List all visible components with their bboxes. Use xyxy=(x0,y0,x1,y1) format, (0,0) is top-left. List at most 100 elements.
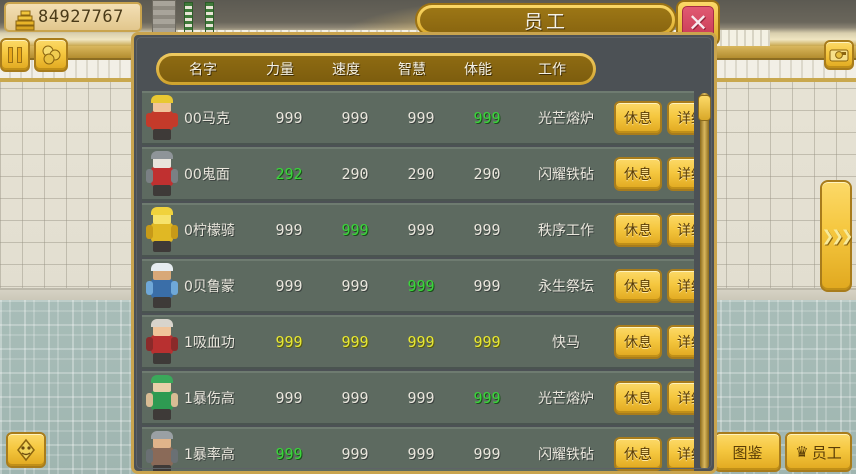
stat-strength: 999 xyxy=(275,221,303,239)
table-row[interactable]: 1吸血功 999 999 999 999 快马 休息详细 xyxy=(142,315,694,369)
detail-button[interactable]: 详细 xyxy=(667,157,694,191)
stat-speed: 999 xyxy=(341,221,369,239)
table-row[interactable]: 00马克 999 999 999 999 光芒熔炉 休息详细 xyxy=(142,91,694,145)
gold-value: 84927767 xyxy=(38,7,124,27)
stat-strength: 999 xyxy=(275,333,303,351)
avatar xyxy=(144,319,180,365)
table-row[interactable]: 1暴伤高 999 999 999 999 光芒熔炉 休息详细 xyxy=(142,371,694,425)
codex-button-label: 图鉴 xyxy=(732,443,763,462)
stat-wisdom: 999 xyxy=(407,221,435,239)
column-header-row: 名字 力量 速度 智慧 体能 工作 xyxy=(156,53,596,85)
stat-speed: 290 xyxy=(341,165,369,183)
row-actions: 休息详细 xyxy=(614,437,694,471)
row-actions: 休息详细 xyxy=(614,157,694,191)
employees-button[interactable]: ♛ 员工 xyxy=(785,432,852,472)
stat-speed: 999 xyxy=(341,389,369,407)
dialog-titlebar: 员工 xyxy=(415,3,677,37)
scrollbar-thumb[interactable] xyxy=(698,95,711,121)
table-row[interactable]: 1暴率高 999 999 999 999 闪耀铁砧 休息详细 xyxy=(142,427,694,471)
stat-strength: 292 xyxy=(275,165,303,183)
row-actions: 休息详细 xyxy=(614,101,694,135)
employee-name: 0柠檬骑 xyxy=(184,223,235,239)
detail-button[interactable]: 详细 xyxy=(667,269,694,303)
detail-button[interactable]: 详细 xyxy=(667,381,694,415)
avatar xyxy=(144,375,180,421)
menu-compass-button[interactable] xyxy=(6,432,46,468)
stat-strength: 999 xyxy=(275,277,303,295)
stat-speed: 999 xyxy=(341,333,369,351)
row-actions: 休息详细 xyxy=(614,381,694,415)
employee-list[interactable]: 00马克999999999999光芒熔炉休息详细00鬼面292290290290… xyxy=(142,91,694,471)
stat-wisdom: 999 xyxy=(407,109,435,127)
employee-name: 0贝鲁蒙 xyxy=(184,279,235,295)
fast-forward-icon: ❯❯❯ xyxy=(821,227,854,245)
stat-physique: 999 xyxy=(473,277,501,295)
codex-button[interactable]: 图鉴 xyxy=(714,432,781,472)
gold-counter: 84927767 xyxy=(4,2,142,32)
row-actions: 休息详细 xyxy=(614,269,694,303)
stat-physique: 999 xyxy=(473,389,501,407)
scrollbar-track[interactable] xyxy=(700,93,709,469)
employee-job: 光芒熔炉 xyxy=(538,111,594,127)
stat-speed: 999 xyxy=(341,277,369,295)
avatar xyxy=(144,95,180,141)
row-actions: 休息详细 xyxy=(614,325,694,359)
avatar xyxy=(144,263,180,309)
employee-job: 快马 xyxy=(552,335,580,351)
avatar xyxy=(144,207,180,253)
rest-button[interactable]: 休息 xyxy=(614,213,662,247)
detail-button[interactable]: 详细 xyxy=(667,213,694,247)
table-row[interactable]: 0柠檬骑 999 999 999 999 秩序工作 休息详细 xyxy=(142,203,694,257)
fast-forward-button[interactable]: ❯❯❯ xyxy=(820,180,854,292)
rest-button[interactable]: 休息 xyxy=(614,269,662,303)
column-header-strength: 力量 xyxy=(266,62,294,78)
table-row[interactable]: 0贝鲁蒙 999 999 999 999 永生祭坛 休息详细 xyxy=(142,259,694,313)
employees-button-label: 员工 xyxy=(811,443,842,462)
pause-button[interactable] xyxy=(0,38,30,72)
column-header-physique: 体能 xyxy=(464,62,492,78)
stat-physique: 999 xyxy=(473,109,501,127)
stat-speed: 999 xyxy=(341,109,369,127)
stat-wisdom: 999 xyxy=(407,277,435,295)
employee-job: 永生祭坛 xyxy=(538,279,594,295)
column-header-speed: 速度 xyxy=(332,62,360,78)
detail-button[interactable]: 详细 xyxy=(667,437,694,471)
crown-icon: ♛ xyxy=(795,443,809,461)
employee-job: 闪耀铁砧 xyxy=(538,167,594,183)
row-actions: 休息详细 xyxy=(614,213,694,247)
stat-wisdom: 999 xyxy=(407,445,435,463)
stat-wisdom: 999 xyxy=(407,333,435,351)
employee-name: 1吸血功 xyxy=(184,335,235,351)
shelf-right xyxy=(700,46,856,60)
stat-wisdom: 290 xyxy=(407,165,435,183)
bottom-right-menu: 图鉴 ♛ 员工 xyxy=(714,432,852,472)
avatar xyxy=(144,431,180,471)
column-header-wisdom: 智慧 xyxy=(398,62,426,78)
rest-button[interactable]: 休息 xyxy=(614,157,662,191)
employee-job: 光芒熔炉 xyxy=(538,391,594,407)
camera-icon xyxy=(829,49,849,62)
detail-button[interactable]: 详细 xyxy=(667,101,694,135)
stat-wisdom: 999 xyxy=(407,389,435,407)
column-header-job: 工作 xyxy=(538,62,566,78)
rest-button[interactable]: 休息 xyxy=(614,325,662,359)
employee-job: 闪耀铁砧 xyxy=(538,447,594,463)
rest-button[interactable]: 休息 xyxy=(614,437,662,471)
detail-button[interactable]: 详细 xyxy=(667,325,694,359)
column-header-name: 名字 xyxy=(189,62,217,78)
rest-button[interactable]: 休息 xyxy=(614,381,662,415)
pause-icon xyxy=(8,47,22,63)
stat-strength: 999 xyxy=(275,109,303,127)
avatar xyxy=(144,151,180,197)
rest-button[interactable]: 休息 xyxy=(614,101,662,135)
stat-physique: 290 xyxy=(473,165,501,183)
dialog-title: 员工 xyxy=(523,10,568,33)
coins-icon xyxy=(42,45,61,65)
camera-button[interactable] xyxy=(824,40,854,70)
coins-button[interactable] xyxy=(34,38,68,72)
table-row[interactable]: 00鬼面 292 290 290 290 闪耀铁砧 休息详细 xyxy=(142,147,694,201)
employee-job: 秩序工作 xyxy=(538,223,594,239)
employee-name: 1暴伤高 xyxy=(184,391,235,407)
compass-diamond-icon xyxy=(17,438,35,462)
